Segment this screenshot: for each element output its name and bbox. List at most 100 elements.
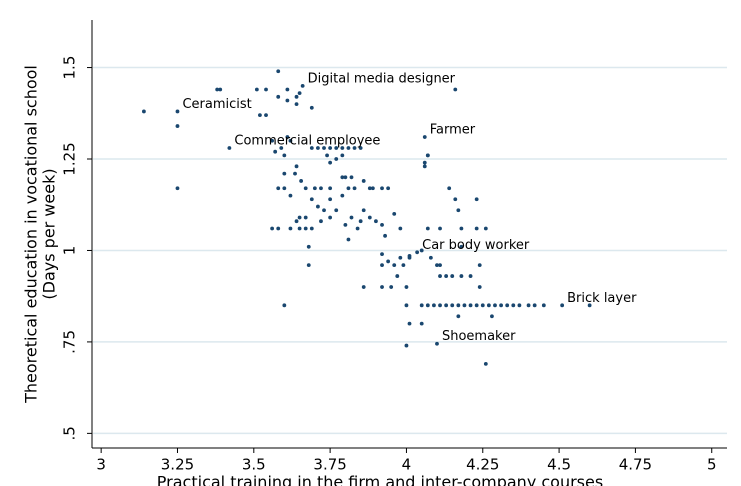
point: [303, 186, 308, 191]
point: [346, 146, 351, 150]
point: [435, 341, 439, 346]
point: [395, 274, 400, 278]
point: [587, 303, 592, 308]
point: [398, 226, 403, 231]
point: [456, 208, 461, 213]
point: [282, 171, 287, 176]
point: [422, 135, 427, 139]
point: [499, 303, 503, 308]
point: [300, 83, 305, 88]
annotation: Ceramicist: [182, 97, 251, 112]
point: [276, 226, 281, 231]
point: [432, 303, 436, 308]
point: [288, 193, 293, 198]
point: [306, 263, 311, 267]
point: [297, 91, 302, 96]
point: [276, 69, 281, 74]
point: [303, 226, 308, 231]
point: [264, 87, 268, 92]
point: [361, 179, 366, 183]
point: [532, 303, 537, 308]
point: [444, 274, 449, 278]
point: [297, 226, 302, 231]
point: [294, 102, 299, 107]
point: [258, 113, 262, 118]
point: [493, 303, 497, 308]
point: [392, 211, 397, 216]
point: [389, 285, 394, 289]
point: [370, 186, 375, 191]
y-tick-label: 1: [61, 246, 79, 256]
point: [459, 226, 464, 231]
point: [486, 303, 491, 308]
point: [270, 226, 275, 231]
point: [453, 87, 458, 92]
point: [340, 193, 345, 198]
point: [560, 303, 565, 308]
point: [468, 274, 473, 278]
point: [438, 226, 442, 231]
point: [453, 197, 458, 202]
point: [316, 204, 320, 209]
point: [511, 303, 516, 308]
point: [328, 215, 333, 220]
point: [474, 226, 479, 231]
point: [386, 259, 391, 264]
point: [361, 208, 366, 213]
point: [285, 135, 290, 139]
point: [322, 146, 326, 150]
point: [294, 164, 299, 169]
annotation: Digital media designer: [308, 71, 456, 86]
point: [415, 250, 420, 255]
point: [322, 208, 326, 213]
point: [438, 303, 442, 308]
point: [361, 285, 366, 289]
point: [380, 263, 384, 267]
point: [438, 263, 442, 267]
point: [526, 303, 531, 308]
point: [343, 222, 348, 227]
x-tick-label: 4.25: [466, 456, 499, 474]
point: [505, 303, 510, 308]
point: [435, 263, 439, 267]
point: [383, 233, 387, 238]
point: [358, 146, 363, 150]
point: [288, 226, 293, 231]
point: [352, 186, 357, 191]
point: [218, 87, 223, 92]
point: [462, 303, 467, 308]
point: [419, 303, 424, 308]
point: [312, 186, 317, 191]
point: [450, 303, 455, 308]
annotation: Commercial employee: [234, 134, 380, 149]
point: [380, 285, 384, 289]
point: [306, 244, 311, 249]
y-axis-title: (Days per week): [40, 168, 59, 299]
y-tick-label: .5: [61, 426, 79, 440]
point: [319, 186, 323, 191]
point: [325, 153, 329, 158]
point: [319, 219, 323, 224]
point: [282, 186, 287, 191]
x-tick-label: 3.75: [313, 456, 346, 474]
point: [175, 124, 180, 128]
point: [297, 215, 302, 220]
point: [316, 146, 320, 150]
point: [285, 87, 290, 92]
point: [141, 109, 146, 114]
point: [428, 255, 433, 260]
annotation: Car body worker: [422, 238, 530, 253]
point: [340, 146, 345, 150]
point: [227, 146, 232, 150]
point: [303, 215, 308, 220]
point: [401, 263, 406, 267]
point: [355, 226, 360, 231]
point: [334, 208, 339, 213]
point: [447, 186, 452, 191]
point: [380, 186, 384, 191]
point: [483, 361, 488, 366]
point: [425, 153, 430, 158]
point: [438, 274, 442, 278]
point: [374, 219, 378, 224]
point: [444, 303, 449, 308]
